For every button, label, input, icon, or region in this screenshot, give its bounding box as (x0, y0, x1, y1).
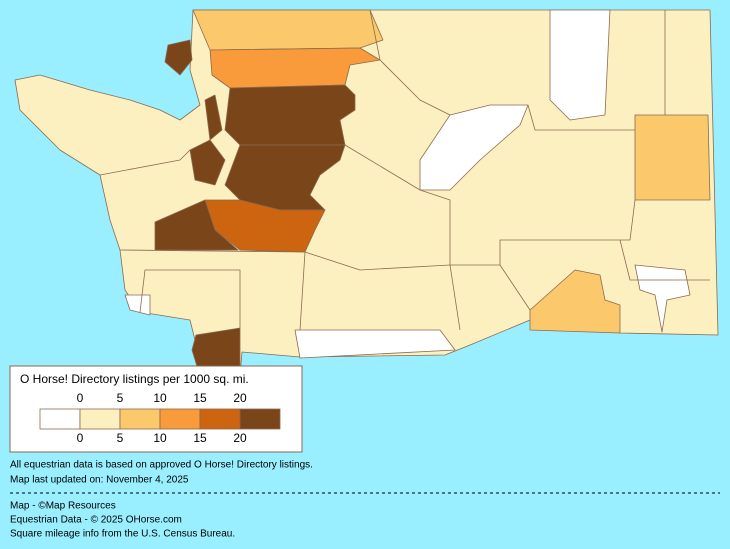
border (139, 269, 241, 328)
legend-label: 10 (153, 391, 167, 405)
border (527, 104, 635, 131)
border (499, 264, 531, 311)
county (209, 47, 381, 89)
legend-swatch (199, 408, 241, 430)
county (224, 84, 356, 146)
border (344, 144, 636, 266)
county (154, 199, 239, 251)
border (619, 239, 710, 281)
legend-swatch (159, 408, 201, 430)
county (294, 329, 456, 359)
border (449, 264, 461, 331)
state-map (14, 9, 719, 377)
legend-label: 10 (153, 431, 167, 445)
legend-swatch (79, 408, 121, 430)
legend-label: 15 (193, 391, 207, 405)
legend-swatch (39, 408, 81, 430)
credit: Square mileage info from the U.S. Census… (10, 529, 235, 540)
credit: Equestrian Data - © 2025 OHorse.com (10, 515, 182, 526)
county (634, 264, 691, 333)
county (634, 114, 711, 201)
county (204, 94, 223, 141)
legend-label: 15 (193, 431, 207, 445)
county (224, 144, 346, 211)
notes: All equestrian data is based on approved… (10, 460, 720, 540)
county (124, 294, 151, 316)
legend-label: 5 (117, 391, 124, 405)
legend-label: 20 (233, 431, 247, 445)
border (99, 149, 191, 176)
legend-label: 0 (77, 391, 84, 405)
note: Map last updated on: November 4, 2025 (10, 475, 189, 486)
county (529, 269, 621, 334)
state-base (14, 9, 719, 377)
county (192, 9, 384, 51)
county (189, 139, 226, 186)
border (369, 9, 451, 116)
legend-swatch (239, 408, 281, 430)
credit: Map - ©Map Resources (10, 501, 116, 512)
legend-title: O Horse! Directory listings per 1000 sq.… (20, 372, 249, 386)
county (164, 39, 193, 76)
county (419, 104, 529, 191)
legend-label: 0 (77, 431, 84, 445)
legend-swatch (119, 408, 161, 430)
county-borders (99, 9, 710, 331)
border (304, 251, 451, 271)
county (204, 199, 326, 253)
legend-label: 20 (233, 391, 247, 405)
county (549, 9, 611, 121)
note: All equestrian data is based on approved… (10, 460, 313, 471)
legend-label: 5 (117, 431, 124, 445)
legend: O Horse! Directory listings per 1000 sq.… (9, 365, 303, 453)
